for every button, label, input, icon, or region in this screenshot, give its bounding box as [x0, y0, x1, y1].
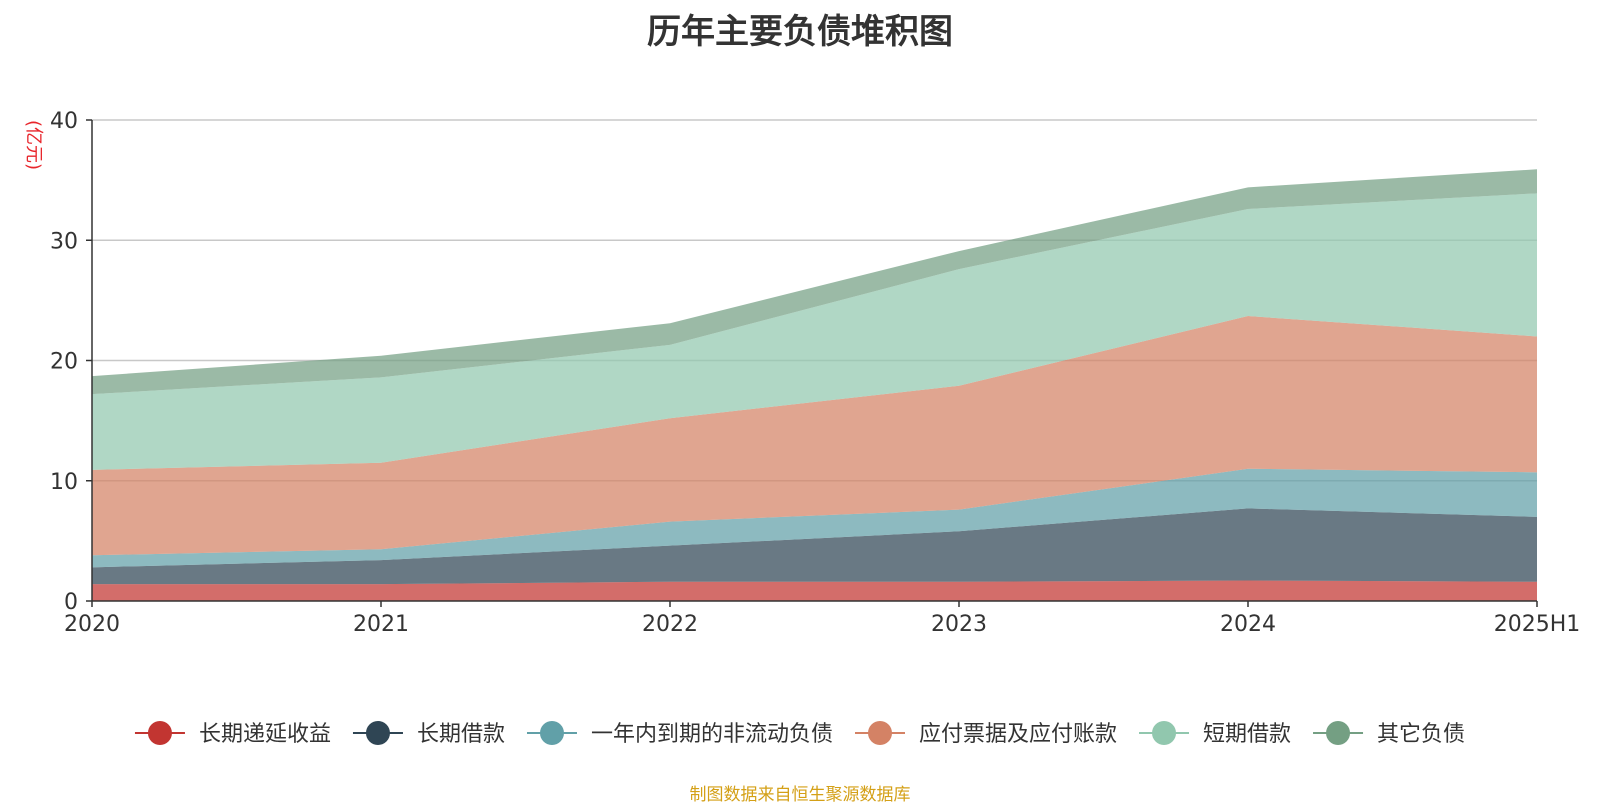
x-tick-label-2025H1: 2025H1 — [1494, 612, 1581, 637]
area-series-1 — [92, 508, 1537, 585]
x-tick-label-2024: 2024 — [1220, 612, 1276, 637]
legend-marker-4 — [1152, 721, 1177, 745]
y-tick-label-30: 30 — [50, 229, 78, 254]
legend-label-4: 短期借款 — [1203, 722, 1291, 747]
area-series-2 — [92, 468, 1537, 568]
legend-marker-5 — [1326, 721, 1351, 745]
legend-label-5: 其它负债 — [1377, 722, 1465, 747]
y-tick-label-0: 0 — [64, 590, 78, 615]
legend-label-2: 一年内到期的非流动负债 — [591, 722, 833, 747]
area-series-5 — [92, 169, 1537, 395]
legend-label-0: 长期递延收益 — [199, 722, 331, 747]
x-tick-label-2023: 2023 — [931, 612, 987, 637]
area-series-0 — [92, 580, 1537, 601]
y-tick-label-20: 20 — [50, 350, 78, 375]
legend-label-1: 长期借款 — [417, 722, 505, 747]
legend-item-4: 短期借款 — [1139, 721, 1291, 747]
legend-marker-3 — [868, 721, 892, 745]
legend-item-3: 应付票据及应付账款 — [855, 721, 1117, 747]
legend-label-3: 应付票据及应付账款 — [919, 722, 1117, 747]
y-tick-label-10: 10 — [50, 470, 78, 495]
x-tick-label-2021: 2021 — [353, 612, 409, 637]
legend-item-2: 一年内到期的非流动负债 — [526, 721, 833, 747]
axes: 0 10 20 30 40 2020 2021 2022 2023 2024 2025H1 — [50, 109, 1580, 637]
area-series-3 — [92, 316, 1537, 556]
y-tick-label-40: 40 — [50, 109, 78, 134]
x-tick-label-2020: 2020 — [64, 612, 120, 637]
legend-marker-0 — [147, 721, 172, 745]
legend-marker-1 — [365, 721, 390, 745]
legend-item-1: 长期借款 — [352, 721, 505, 747]
legend-item-5: 其它负债 — [1313, 721, 1465, 747]
legend-marker-2 — [539, 721, 564, 745]
x-tick-label-2022: 2022 — [642, 612, 698, 637]
chart-title: 历年主要负债堆积图 — [647, 12, 953, 52]
legend: 长期递延收益 长期借款 一年内到期的非流动负债 应付票据及应付账款 短期借款 其它负债 — [134, 721, 1465, 747]
source-note: 制图数据来自恒生聚源数据库 — [689, 785, 911, 805]
area-series — [92, 169, 1537, 601]
legend-item-0: 长期递延收益 — [134, 721, 331, 747]
area-series-4 — [92, 193, 1537, 470]
